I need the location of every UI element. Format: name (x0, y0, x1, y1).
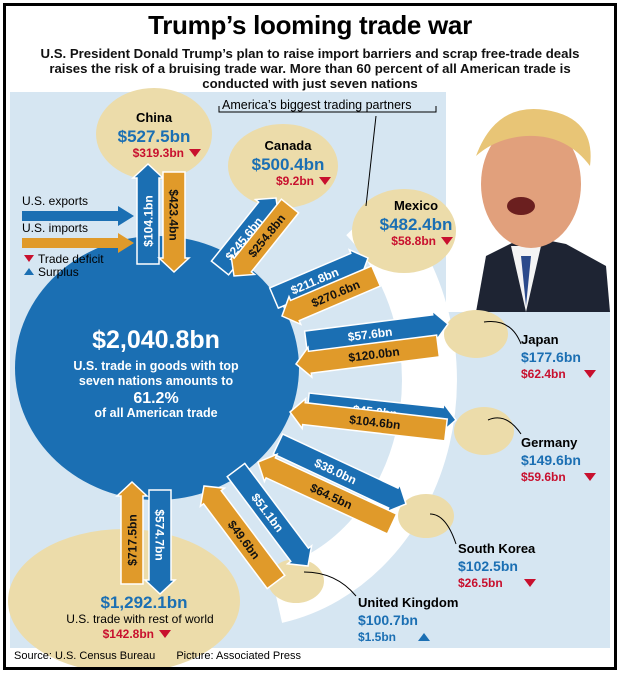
partners-label: America’s biggest trading partners (222, 98, 411, 112)
south-korea-total: $102.5bn (458, 558, 518, 574)
center-line1: U.S. trade in goods with top (73, 359, 239, 373)
china-balance: $319.3bn (133, 146, 184, 160)
japan-total: $177.6bn (521, 349, 581, 365)
china-name: China (136, 110, 173, 125)
center-line2: seven nations amounts to (79, 374, 234, 388)
center-value: $2,040.8bn (92, 326, 220, 354)
canada-name: Canada (265, 138, 313, 153)
canada-total: $500.4bn (252, 155, 325, 174)
mexico-balance: $58.8bn (391, 234, 436, 248)
united-kingdom-name: United Kingdom (358, 595, 458, 610)
rest-of-world-balance: $142.8bn (103, 627, 154, 641)
rest-of-world-exports-arrow-label: $574.7bn (153, 509, 167, 560)
picture-credit: Picture: Associated Press (176, 650, 301, 662)
infographic-frame: $104.1bn $423.4bn $245.6bn $254.8bn $211.8bn… (3, 3, 617, 670)
united-kingdom-balance: $1.5bn (358, 630, 396, 644)
south-korea-name: South Korea (458, 541, 536, 556)
rest-of-world-imports-arrow: $717.5bn (117, 482, 147, 584)
germany-total: $149.6bn (521, 452, 581, 468)
rest-of-world-label: U.S. trade with rest of world (66, 612, 213, 626)
headline: Trump’s looming trade war (6, 10, 614, 41)
legend-deficit-label: Trade deficit (38, 252, 104, 266)
center-percent: 61.2% (133, 390, 178, 407)
germany-name: Germany (521, 435, 578, 450)
china-imports-arrow: $423.4bn (159, 172, 189, 272)
source-credit: Source: U.S. Census Bureau (14, 650, 155, 662)
japan-name: Japan (521, 332, 559, 347)
rest-of-world-exports-arrow: $574.7bn (145, 490, 175, 594)
china-exports-arrow: $104.1bn (133, 164, 163, 264)
mexico-name: Mexico (394, 198, 438, 213)
china-exports-arrow-label: $104.1bn (142, 195, 156, 246)
legend-exports-label: U.S. exports (22, 194, 88, 208)
subtitle: U.S. President Donald Trump’s plan to ra… (20, 46, 600, 91)
china-imports-arrow-label: $423.4bn (167, 189, 181, 240)
center-line3: of all American trade (94, 406, 217, 420)
legend-surplus-label: Surplus (38, 265, 79, 279)
mexico-total: $482.4bn (380, 215, 453, 234)
japan-balance: $62.4bn (521, 367, 566, 381)
rest-of-world-imports-arrow-label: $717.5bn (126, 514, 140, 565)
south-korea-balance: $26.5bn (458, 576, 503, 590)
germany-balance: $59.6bn (521, 470, 566, 484)
canada-balance: $9.2bn (276, 174, 314, 188)
rest-of-world-value: $1,292.1bn (101, 593, 188, 612)
united-kingdom-total: $100.7bn (358, 612, 418, 628)
footer: Source: U.S. Census Bureau Picture: Asso… (14, 650, 319, 662)
trump-photo (446, 92, 610, 312)
legend-imports-label: U.S. imports (22, 221, 88, 235)
infographic-graphic: $104.1bn $423.4bn $245.6bn$254.8bn$211.8bn… (6, 6, 614, 667)
china-total: $527.5bn (118, 127, 191, 146)
